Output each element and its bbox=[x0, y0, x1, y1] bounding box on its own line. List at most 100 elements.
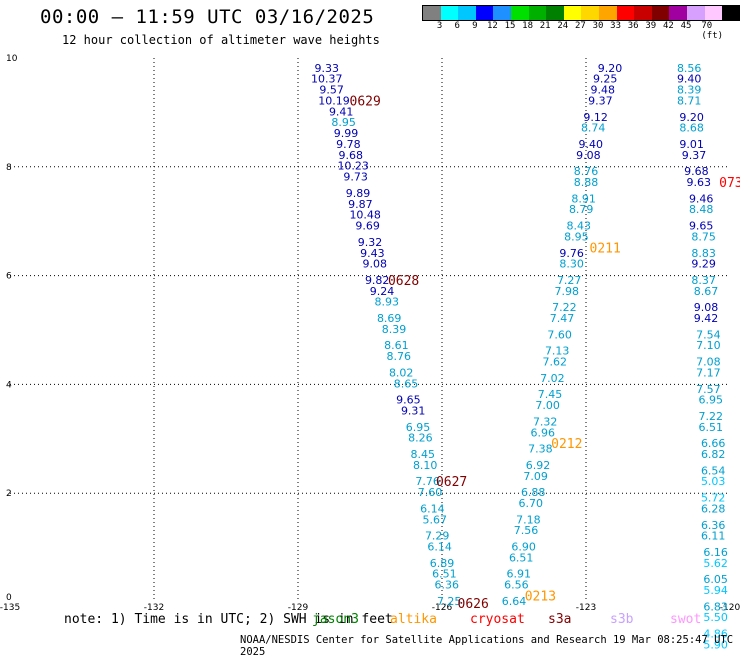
wave-height-value: 7.02 bbox=[540, 372, 565, 385]
colorbar-swatch bbox=[634, 6, 652, 20]
wave-height-value: 7.76 bbox=[415, 475, 440, 488]
x-tick-label: -126 bbox=[432, 603, 453, 613]
wave-height-value: 7.98 bbox=[555, 285, 580, 298]
colorbar-swatch bbox=[669, 6, 687, 20]
wave-height-value: 5.90 bbox=[703, 638, 728, 650]
wave-height-value: 7.57 bbox=[696, 383, 721, 396]
wave-height-value: 7.27 bbox=[557, 274, 582, 287]
legend-item-s3b: s3b bbox=[610, 612, 634, 627]
wave-height-value: 8.67 bbox=[694, 285, 719, 298]
wave-height-value: 9.41 bbox=[329, 105, 354, 118]
wave-height-value: 7.54 bbox=[696, 328, 721, 341]
wave-height-value: 6.95 bbox=[406, 421, 431, 434]
wave-height-value: 9.08 bbox=[363, 258, 388, 271]
wave-height-value: 9.33 bbox=[315, 62, 340, 75]
wave-height-value: 8.71 bbox=[677, 94, 702, 107]
wave-height-value: 5.67 bbox=[423, 513, 448, 526]
wave-height-value: 6.51 bbox=[699, 421, 724, 434]
wave-height-value: 9.78 bbox=[336, 138, 361, 151]
wave-height-value: 8.83 bbox=[691, 247, 716, 260]
wave-height-value: 7.17 bbox=[696, 366, 721, 379]
wave-height-value: 8.37 bbox=[691, 274, 716, 287]
colorbar-label: 18 bbox=[522, 21, 534, 31]
time-label: 0735 bbox=[719, 176, 740, 191]
wave-height-value: 6.11 bbox=[701, 530, 726, 543]
colorbar-label: 33 bbox=[610, 21, 622, 31]
wave-height-value: 10.19 bbox=[318, 94, 350, 107]
colorbar-label: 12 bbox=[486, 21, 498, 31]
wave-height-value: 7.08 bbox=[696, 356, 721, 369]
colorbar-swatch bbox=[546, 6, 564, 20]
wave-height-value: 6.36 bbox=[435, 579, 460, 592]
colorbar-swatch bbox=[581, 6, 599, 20]
wave-height-value: 8.43 bbox=[567, 220, 592, 233]
y-tick-label: 6 bbox=[6, 272, 12, 282]
wave-height-value: 8.65 bbox=[394, 377, 419, 390]
colorbar-label: 70 (ft) bbox=[701, 21, 724, 41]
colorbar-label: 9 bbox=[472, 21, 478, 31]
wave-height-value: 7.00 bbox=[535, 399, 560, 412]
wave-height-value: 7.25 bbox=[437, 595, 462, 608]
wave-height-value: 6.82 bbox=[701, 448, 726, 461]
wave-height-value: 9.46 bbox=[689, 192, 714, 205]
wave-height-value: 9.76 bbox=[559, 247, 584, 260]
y-tick-label: 4 bbox=[6, 380, 12, 390]
wave-height-value: 7.22 bbox=[552, 301, 577, 314]
colorbar-swatch bbox=[493, 6, 511, 20]
wave-height-value: 8.79 bbox=[569, 203, 594, 216]
wave-height-value: 9.40 bbox=[677, 73, 702, 86]
wave-height-value: 6.88 bbox=[521, 486, 546, 499]
wave-height-value: 9.68 bbox=[339, 149, 364, 162]
y-tick-label: 2 bbox=[6, 489, 12, 499]
wave-height-value: 9.63 bbox=[687, 176, 712, 189]
wave-height-value: 8.61 bbox=[384, 339, 409, 352]
wave-height-value: 8.30 bbox=[559, 258, 584, 271]
time-label: 0627 bbox=[436, 475, 467, 490]
wave-height-value: 9.69 bbox=[355, 220, 380, 233]
wave-height-value: 6.89 bbox=[430, 557, 455, 570]
wave-height-value: 6.91 bbox=[507, 568, 532, 581]
colorbar-label: 27 bbox=[574, 21, 586, 31]
wave-height-value: 6.05 bbox=[703, 573, 728, 586]
wave-height-value: 5.72 bbox=[701, 492, 726, 505]
wave-height-value: 8.75 bbox=[691, 230, 716, 243]
colorbar-swatch bbox=[686, 6, 705, 20]
wave-height-value: 8.69 bbox=[377, 312, 402, 325]
wave-height-colorbar bbox=[422, 5, 740, 21]
wave-height-value: 7.09 bbox=[523, 470, 548, 483]
chart-subtitle: 12 hour collection of altimeter wave hei… bbox=[62, 33, 380, 47]
wave-height-value: 6.56 bbox=[504, 579, 529, 592]
wave-height-value: 6.51 bbox=[432, 568, 457, 581]
wave-height-value: 6.92 bbox=[526, 459, 551, 472]
wave-height-value: 8.56 bbox=[677, 62, 702, 75]
wave-height-value: 9.68 bbox=[684, 165, 709, 178]
wave-height-value: 6.51 bbox=[509, 551, 534, 564]
wave-height-value: 6.95 bbox=[699, 394, 724, 407]
time-label: 0211 bbox=[590, 241, 621, 256]
colorbar-swatch bbox=[528, 6, 547, 20]
x-tick-label: -129 bbox=[288, 603, 309, 613]
colorbar-label: 21 bbox=[539, 21, 551, 31]
x-tick-label: -123 bbox=[576, 603, 596, 613]
y-tick-label: 8 bbox=[6, 163, 12, 173]
legend-item-swot: swot bbox=[670, 612, 702, 627]
wave-height-value: 6.83 bbox=[703, 600, 728, 613]
wave-height-value: 9.20 bbox=[679, 111, 704, 124]
legend-item-s3a: s3a bbox=[548, 612, 572, 627]
wave-height-value: 7.38 bbox=[528, 443, 553, 456]
wave-height-value: 8.88 bbox=[574, 176, 599, 189]
colorbar-label: 24 bbox=[557, 21, 569, 31]
wave-height-value: 9.48 bbox=[591, 84, 616, 97]
wave-height-value: 9.73 bbox=[343, 171, 368, 184]
x-tick-label: -135 bbox=[0, 603, 20, 613]
wave-height-value: 5.03 bbox=[701, 475, 726, 488]
colorbar-label: 45 bbox=[680, 21, 692, 31]
wave-height-value: 9.89 bbox=[346, 187, 371, 200]
time-label: 0628 bbox=[388, 274, 419, 289]
wave-height-value: 9.65 bbox=[396, 394, 421, 407]
wave-height-value: 7.60 bbox=[547, 328, 572, 341]
wave-height-value: 5.50 bbox=[703, 611, 728, 624]
colorbar-swatch bbox=[475, 6, 494, 20]
wave-height-value: 4.86 bbox=[703, 628, 728, 641]
wave-height-value: 8.45 bbox=[411, 448, 436, 461]
